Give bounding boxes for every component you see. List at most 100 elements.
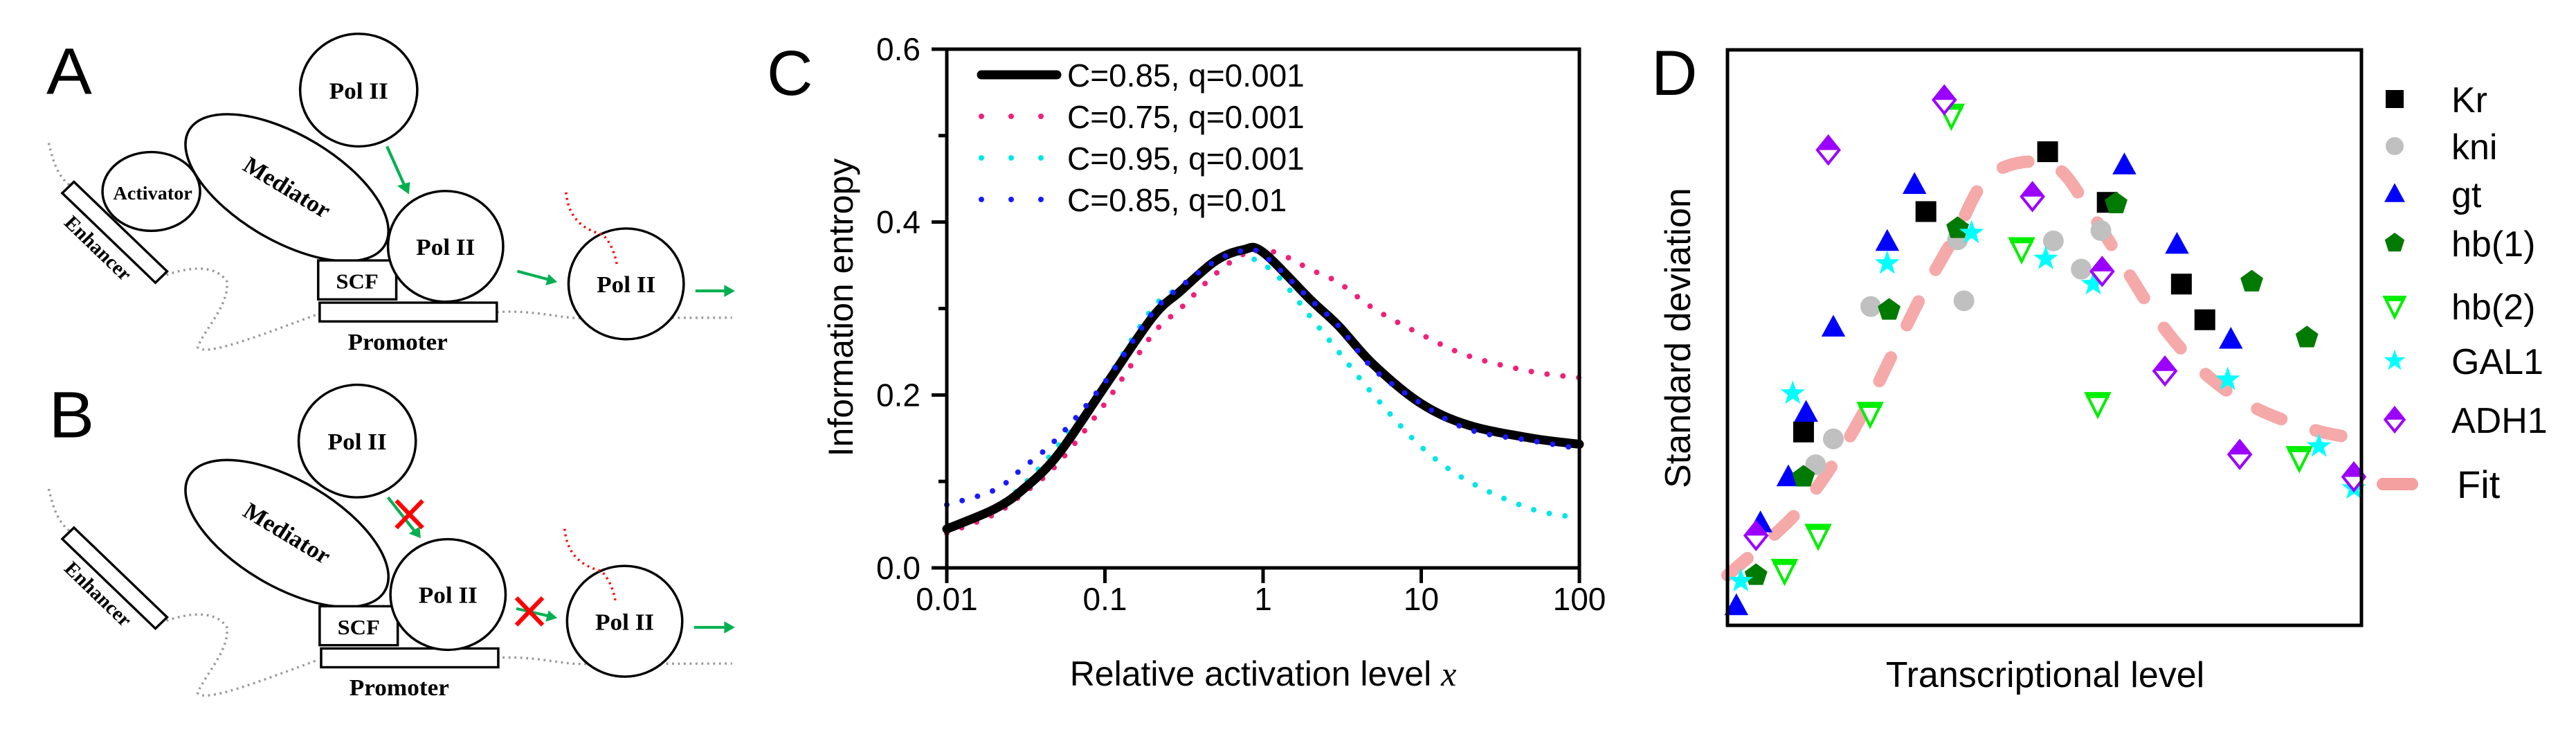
triangle-down-marker (2084, 392, 2112, 420)
diamond-marker (2020, 181, 2045, 213)
star-marker (2080, 271, 2106, 295)
diamond-top-half (2385, 408, 2404, 420)
promoter-label: Promoter (348, 329, 448, 355)
plot-frame (1725, 48, 2364, 627)
marker-triangle-up (1776, 464, 1801, 487)
triangle-down-marker (1804, 524, 1832, 551)
pentagon-marker (1946, 216, 1969, 238)
scf-box (318, 605, 399, 647)
legend-label: Fit (2457, 463, 2501, 506)
blocked-x-icon (394, 499, 424, 530)
triangle-down-marker (1856, 402, 1884, 429)
marker-pentagon (2295, 325, 2319, 348)
legend-label: gt (2451, 175, 2482, 215)
x-tick-label: 0.01 (916, 581, 978, 617)
pol2-label: Pol II (419, 582, 478, 608)
diamond-marker (2383, 405, 2406, 434)
y-axis-label: Information entropy (822, 159, 860, 457)
marker-pentagon (2240, 269, 2263, 292)
triangle-band (2010, 238, 2033, 244)
square-marker (1915, 201, 1936, 222)
triangle-marker (1748, 510, 1772, 533)
triangle-down-marker (2008, 237, 2035, 265)
marker-diamond-half (1815, 134, 1841, 166)
triangle-down-marker (2382, 296, 2407, 321)
marker-triangle-down-open (1937, 103, 1966, 132)
marker-triangle-down-open (1856, 402, 1884, 429)
marker-circle (1860, 296, 1882, 317)
scf-box (316, 259, 398, 301)
x-tick-label: 100 (1553, 581, 1606, 617)
fit-line (1721, 155, 2361, 582)
triangle-band (1858, 403, 1882, 408)
marker-triangle-down-open (2285, 446, 2313, 474)
panel-label-d: D (1651, 38, 1697, 109)
marker-diamond-half (2020, 181, 2045, 213)
marker-circle (1822, 428, 1844, 449)
marker-star (1874, 250, 1900, 274)
x-axis-variable: x (1440, 654, 1456, 693)
marker-square (2170, 274, 2192, 295)
marker-diamond-half (2226, 438, 2253, 470)
circle-marker (1953, 290, 1975, 312)
series-line-2 (944, 249, 1582, 534)
x-axis-label-text: Relative activation level (1070, 654, 1441, 693)
x-axis-label: Relative activation level x (1070, 654, 1457, 693)
star-marker (1874, 250, 1900, 274)
pol2-elongating (567, 227, 685, 341)
marker-triangle-down-open (2382, 296, 2407, 321)
diamond-marker (1931, 84, 1957, 116)
star-marker (1728, 568, 1754, 592)
triangle-marker (2165, 231, 2189, 254)
promoter-box (318, 301, 498, 323)
legend-label: hb(1) (2451, 224, 2535, 265)
series-line-1 (944, 247, 1582, 537)
triangle-band (2086, 393, 2110, 398)
marker-square (1915, 201, 1936, 222)
marker-star (1728, 568, 1754, 592)
marker-triangle-down-open (2008, 237, 2035, 265)
pentagon-marker (2295, 325, 2319, 348)
y-tick-label: 0.6 (876, 31, 920, 67)
promoter-box (320, 647, 500, 669)
pentagon-marker (1792, 465, 1815, 487)
pol2-free (298, 33, 419, 148)
activator-shape (101, 150, 201, 233)
marker-triangle-up (2384, 183, 2405, 202)
marker-star (2033, 245, 2058, 269)
triangle-down-marker (2285, 446, 2313, 474)
marker-diamond-half (2152, 355, 2178, 387)
pentagon-marker (1878, 298, 1901, 320)
diamond-top-half (2021, 183, 2044, 197)
marker-triangle-up (2112, 152, 2137, 175)
mediator-shape: Mediator (184, 458, 390, 609)
panel-label-b: B (49, 377, 95, 452)
pol2-free (297, 383, 417, 499)
marker-diamond-half (1931, 84, 1957, 116)
arrow-icon (695, 285, 735, 297)
arrow-icon (693, 621, 735, 634)
x-tick-label: 0.1 (1083, 581, 1127, 617)
activator-label: Activator (114, 182, 192, 203)
triangle-band (2287, 447, 2311, 452)
legend-label: ADH1 (2451, 401, 2548, 441)
star-marker (2215, 366, 2240, 391)
triangle-band (1939, 105, 1963, 110)
triangle-marker (2219, 326, 2243, 349)
panel-label-a: A (46, 34, 92, 108)
diamond-top-half (2091, 258, 2114, 271)
diagram-panels: A Enhancer Activator Mediator SCF Promot… (46, 33, 735, 701)
marker-pentagon (1744, 563, 1768, 585)
triangle-band (1772, 560, 1796, 565)
marker-circle (2042, 230, 2064, 251)
pentagon-marker (1744, 563, 1768, 585)
triangle-marker (2384, 183, 2405, 202)
arrow-icon (386, 496, 421, 539)
marker-star (1959, 220, 1984, 244)
legend-label: kni (2451, 127, 2497, 168)
y-axis-label: Standard deviation (1658, 188, 1698, 488)
marker-star (1780, 380, 1806, 404)
x-tick-label: 10 (1404, 581, 1439, 617)
panel-b: B Enhancer Mediator SCF Promoter Pol II … (47, 377, 735, 701)
square-marker (2096, 192, 2118, 213)
